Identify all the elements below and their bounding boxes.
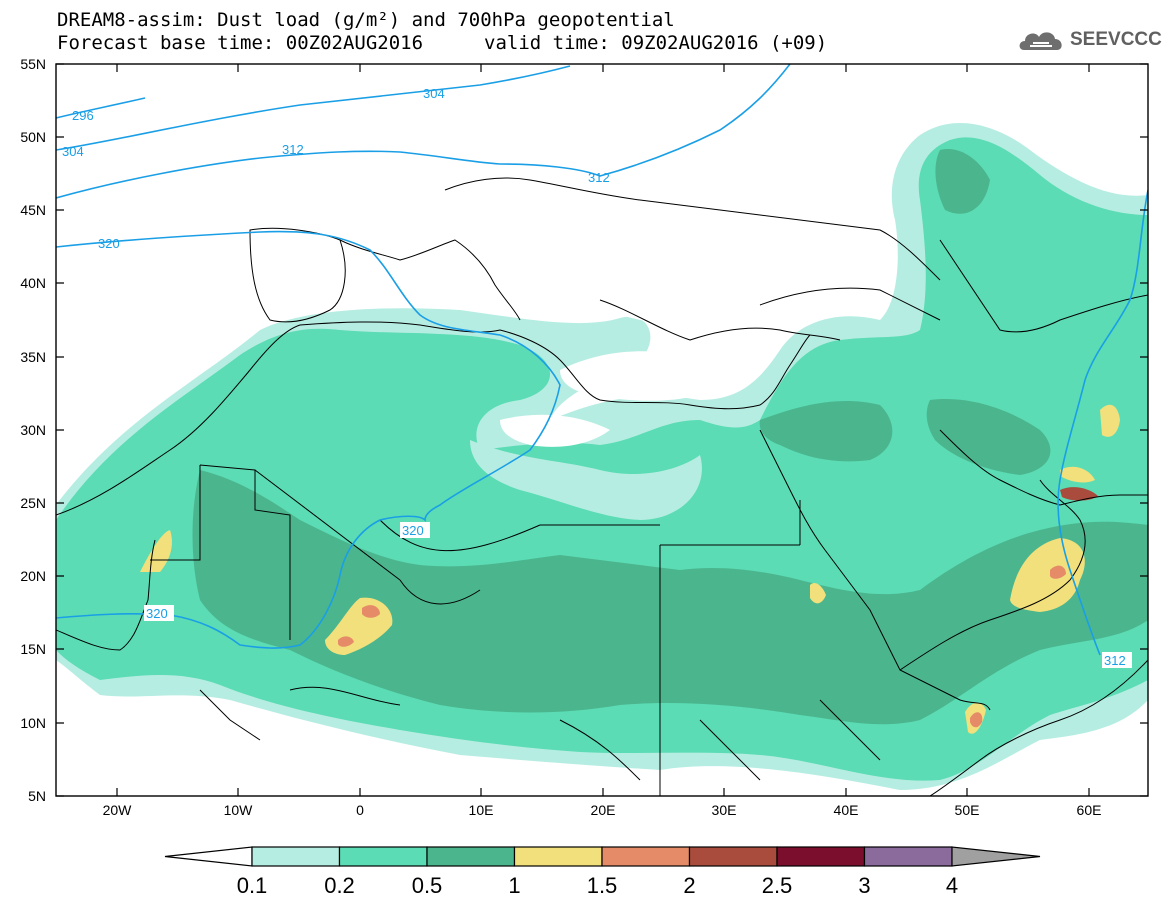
dust-shade-1.5 xyxy=(362,605,380,618)
legend-threshold-label: 3 xyxy=(858,873,870,898)
contour-label: 296 xyxy=(72,108,94,123)
axis-ticks xyxy=(56,63,1148,797)
lon-label: 40E xyxy=(834,802,859,818)
legend-arrow-right xyxy=(951,846,1041,867)
lat-label: 55N xyxy=(20,56,46,72)
legend-swatch xyxy=(426,846,516,867)
contour-label: 312 xyxy=(588,170,610,185)
lon-label: 20E xyxy=(591,802,616,818)
logo-text: SEEVCCC xyxy=(1070,29,1162,50)
map-title: DREAM8-assim: Dust load (g/m²) and 700hP… xyxy=(57,9,675,31)
dust-shade-0.5 xyxy=(192,470,1148,725)
lon-label: 0 xyxy=(356,802,364,818)
lon-label: 10W xyxy=(224,802,254,818)
legend-swatch xyxy=(338,846,428,867)
legend-swatch xyxy=(776,846,866,867)
color-legend: 0.1 0.2 0.5 1 1.5 2 2.5 3 4 xyxy=(164,846,1041,898)
legend-threshold-label: 0.1 xyxy=(237,873,268,898)
dust-shade-2 xyxy=(1060,487,1098,501)
legend-threshold-label: 4 xyxy=(946,873,958,898)
latitude-labels: 55N 50N 45N 40N 35N 30N 25N 20N 15N 10N … xyxy=(20,56,46,804)
lat-label: 25N xyxy=(20,495,46,511)
longitude-labels: 20W 10W 0 10E 20E 30E 40E 50E 60E xyxy=(103,802,1102,818)
coastlines xyxy=(56,177,1148,796)
dust-shade-gap xyxy=(470,440,702,520)
legend-swatch xyxy=(688,846,778,867)
valid-time: valid time: 09Z02AUG2016 (+09) xyxy=(484,32,828,54)
lat-label: 50N xyxy=(20,129,46,145)
geopotential-contours xyxy=(56,64,1148,656)
legend-swatch xyxy=(601,846,691,867)
legend-threshold-label: 2 xyxy=(683,873,695,898)
lon-label: 30E xyxy=(712,802,737,818)
forecast-base-time: Forecast base time: 00Z02AUG2016 xyxy=(57,32,424,54)
boxed-contour-labels: 320 320 312 xyxy=(144,522,1132,668)
legend-swatch xyxy=(513,846,603,867)
lon-label: 60E xyxy=(1077,802,1102,818)
legend-swatch xyxy=(863,846,953,867)
dust-shade-1 xyxy=(140,530,172,572)
legend-threshold-label: 1 xyxy=(508,873,520,898)
contour-label: 320 xyxy=(402,523,424,538)
lon-label: 20W xyxy=(103,802,133,818)
legend-arrow-left xyxy=(164,846,253,867)
contour-label: 304 xyxy=(423,86,445,101)
legend-threshold-label: 2.5 xyxy=(762,873,793,898)
legend-threshold-label: 1.5 xyxy=(587,873,618,898)
lat-label: 30N xyxy=(20,422,46,438)
contour-label: 312 xyxy=(282,142,304,157)
lon-label: 50E xyxy=(955,802,980,818)
contour-label: 320 xyxy=(146,606,168,621)
lat-label: 45N xyxy=(20,202,46,218)
contour-label: 304 xyxy=(62,144,84,159)
seevccc-logo: SEEVCCC xyxy=(1018,26,1162,54)
contour-labels: 296 304 304 312 312 320 xyxy=(62,86,610,251)
legend-swatch xyxy=(251,846,341,867)
legend-threshold-label: 0.5 xyxy=(412,873,443,898)
contour-label: 312 xyxy=(1104,653,1126,668)
lat-label: 10N xyxy=(20,715,46,731)
contour-label: 320 xyxy=(98,236,120,251)
lat-label: 5N xyxy=(28,788,46,804)
cloud-logo-icon xyxy=(1019,32,1062,50)
lat-label: 40N xyxy=(20,275,46,291)
lat-label: 20N xyxy=(20,568,46,584)
lat-label: 35N xyxy=(20,349,46,365)
lat-label: 15N xyxy=(20,641,46,657)
lon-label: 10E xyxy=(469,802,494,818)
legend-threshold-label: 0.2 xyxy=(324,873,355,898)
